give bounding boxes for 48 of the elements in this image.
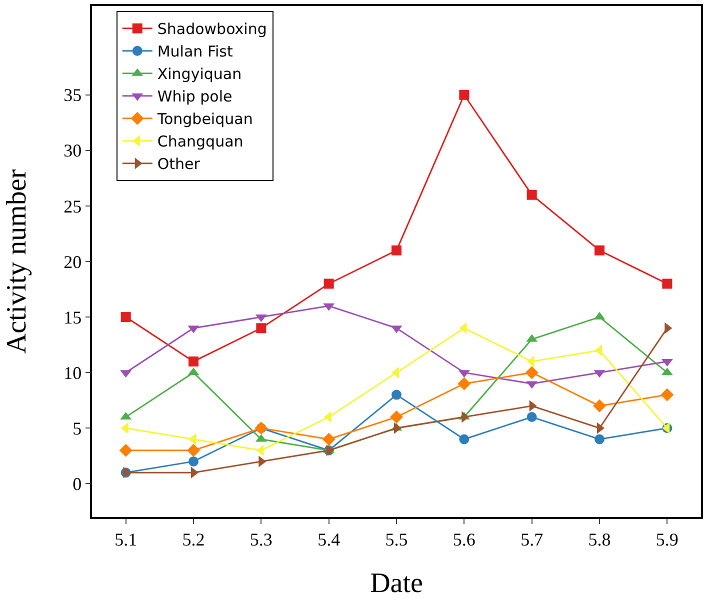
- point: [594, 245, 604, 256]
- point: [660, 388, 674, 402]
- legend-label: Other: [157, 155, 201, 174]
- point: [120, 312, 131, 322]
- point: [188, 456, 198, 466]
- point: [187, 444, 200, 457]
- legend-label: Mulan Fist: [157, 42, 233, 61]
- x-tick-label: 5.1: [114, 529, 138, 550]
- point: [594, 434, 604, 444]
- point: [256, 323, 266, 334]
- legend-label: Tongbeiquan: [156, 110, 253, 128]
- point: [392, 390, 402, 400]
- legend-label: Changquan: [157, 132, 244, 151]
- x-tick-label: 5.5: [385, 529, 408, 550]
- legend-label: Whip pole: [157, 88, 232, 106]
- point: [324, 278, 334, 289]
- point: [593, 399, 606, 412]
- point: [459, 90, 470, 100]
- point: [459, 434, 470, 444]
- y-tick-label: 20: [64, 252, 82, 272]
- x-tick-label: 5.7: [520, 529, 544, 550]
- point: [526, 412, 537, 422]
- x-tick-label: 5.2: [182, 529, 205, 550]
- y-tick-label: 30: [64, 140, 82, 161]
- y-tick-label: 25: [64, 196, 82, 216]
- legend-label: Shadowboxing: [157, 20, 267, 38]
- x-tick-label: 5.3: [250, 529, 272, 550]
- x-tick-label: 5.9: [656, 529, 678, 550]
- legend-label: Xingyiquan: [157, 65, 242, 84]
- point: [526, 190, 537, 200]
- x-tick-label: 5.4: [318, 529, 340, 550]
- y-tick-label: 15: [64, 307, 82, 328]
- x-tick-label: 5.6: [452, 529, 476, 550]
- point: [458, 377, 471, 390]
- x-axis-title: Date: [370, 568, 423, 599]
- point: [188, 356, 198, 366]
- point: [525, 366, 538, 380]
- point: [390, 410, 403, 424]
- x-tick-label: 5.8: [588, 529, 611, 550]
- point: [392, 245, 402, 256]
- y-tick-label: 35: [64, 85, 82, 106]
- y-tick-label: 10: [64, 362, 82, 383]
- y-axis-title: Activity number: [2, 168, 32, 354]
- y-tick-label: 0: [72, 474, 82, 494]
- y-tick-label: 5: [72, 418, 82, 438]
- point: [662, 278, 672, 289]
- point: [322, 432, 336, 446]
- point: [119, 444, 132, 457]
